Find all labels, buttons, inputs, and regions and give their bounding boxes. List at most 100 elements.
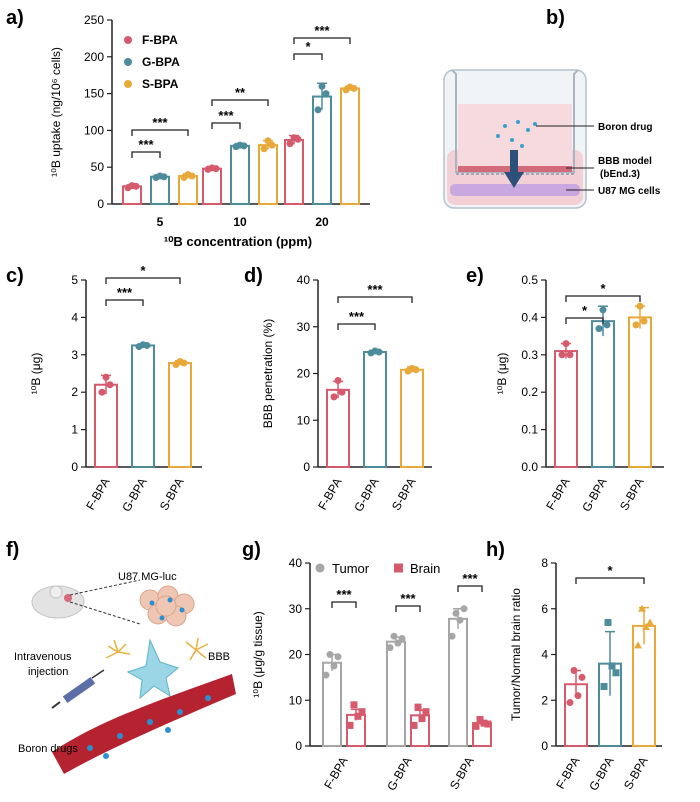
x-tick-label-d-2: S-BPA [389, 476, 419, 513]
x-tick-label-a-2: 20 [315, 215, 329, 229]
bar-e-S-BPA [628, 316, 652, 468]
sig-a-5-label: *** [314, 23, 330, 38]
sig-a-2-label: *** [218, 108, 234, 123]
pt-h-S-BPA-0 [634, 641, 642, 649]
legend-label-a-1: G-BPA [142, 55, 180, 69]
pt-e-S-BPA-0 [632, 321, 640, 329]
panel-label-f: f) [6, 539, 19, 561]
bar-a-F-BPA-10 [202, 167, 222, 205]
pt-h-F-BPA-0 [566, 699, 574, 707]
pt-a-F-BPA-20-2 [294, 135, 302, 143]
sig-a-0 [131, 151, 161, 158]
y-tick-label-c-3: 3 [71, 348, 78, 362]
y-tick-label-c-1: 1 [71, 423, 78, 437]
legend-marker-a-2 [124, 80, 132, 88]
sig-a-5 [293, 37, 351, 44]
bar-g-Tumor-G-BPA [386, 640, 406, 747]
sig-a-4 [293, 53, 323, 60]
pt-h-S-BPA-3 [646, 618, 654, 626]
blood-vessel [52, 674, 236, 774]
pt-d-F-BPA-1 [334, 377, 342, 385]
x-tick-label-c-1: G-BPA [119, 476, 149, 515]
tumor-drug-dots [149, 597, 185, 621]
sig-e-0 [565, 317, 604, 324]
x-tick-label-e-1: G-BPA [579, 476, 609, 515]
mouse-tumor-spot [64, 594, 72, 602]
bar-c-S-BPA [168, 362, 192, 469]
pt-g-Brain-G-BPA-2 [418, 715, 426, 723]
y-tick-label-c-2: 2 [71, 385, 78, 399]
vessel-drug-dots [87, 695, 211, 759]
pt-e-F-BPA-1 [562, 340, 570, 348]
pt-g-Brain-S-BPA-3 [484, 720, 492, 728]
pt-e-G-BPA-0 [595, 325, 603, 333]
pt-a-G-BPA-20-1 [318, 82, 326, 90]
sig-g-2 [457, 585, 483, 592]
sig-a-0-label: *** [138, 137, 154, 152]
y-tick-label-e-5: 0.5 [521, 273, 538, 287]
x-tick-label-h-1: G-BPA [586, 755, 616, 794]
pt-c-S-BPA-2 [180, 359, 188, 367]
bar-d-G-BPA [363, 350, 387, 468]
bar-d-S-BPA [400, 368, 424, 469]
x-tick-label-c-0: F-BPA [83, 476, 112, 513]
y-tick-label-g-4: 40 [289, 556, 303, 570]
sig-a-1-label: *** [152, 115, 168, 130]
x-tick-label-e-2: S-BPA [617, 476, 647, 513]
zoom-line-1 [69, 579, 141, 596]
pt-g-Brain-G-BPA-1 [414, 703, 422, 711]
pt-g-Brain-F-BPA-2 [354, 712, 362, 720]
legend-marker-a-0 [124, 36, 132, 44]
pt-c-F-BPA-0 [98, 388, 106, 396]
y-tick-label-c-5: 5 [71, 273, 78, 287]
panel-label-a: a) [6, 7, 24, 29]
y-tick-label-g-0: 0 [295, 739, 302, 753]
legend-label-a-2: S-BPA [142, 77, 179, 91]
y-tick-label-d-4: 40 [297, 273, 311, 287]
pt-g-Tumor-S-BPA-3 [460, 605, 468, 613]
pt-g-Tumor-G-BPA-1 [390, 632, 398, 640]
bar-c-F-BPA [94, 383, 118, 468]
pt-d-F-BPA-2 [338, 388, 346, 396]
pt-h-F-BPA-3 [578, 673, 586, 681]
pt-h-G-BPA-3 [612, 669, 620, 677]
y-tick-label-d-0: 0 [303, 460, 310, 474]
sig-c-1 [105, 277, 181, 284]
pt-h-G-BPA-0 [600, 683, 608, 691]
bar-a-G-BPA-5 [150, 175, 170, 206]
pt-a-G-BPA-20-2 [322, 90, 330, 98]
y-tick-label-d-3: 30 [297, 320, 311, 334]
in-vivo-schematic: U87 MG-luc BBB Intravenous injection Bor… [14, 571, 236, 774]
legend-label-a-0: F-BPA [142, 33, 178, 47]
bar-e-F-BPA [554, 350, 578, 468]
y-tick-label-e-4: 0.4 [521, 310, 538, 324]
pt-e-G-BPA-2 [603, 321, 611, 329]
sig-e-1-label: * [600, 281, 606, 296]
label-u87-cells: U87 MG cells [598, 186, 661, 197]
syringe-icon [51, 669, 105, 709]
panel-label-g: g) [242, 539, 261, 561]
sig-d-1-label: *** [367, 282, 383, 297]
pt-d-F-BPA-0 [330, 393, 338, 401]
neuron [126, 638, 180, 700]
sig-h-0-label: * [607, 563, 613, 578]
legend-marker-g-0 [315, 563, 325, 573]
bar-a-G-BPA-10 [230, 144, 250, 206]
y-axis-label-g: ¹⁰B (μg/g tissue) [251, 611, 265, 697]
pt-g-Tumor-S-BPA-1 [452, 609, 460, 617]
pt-g-Brain-G-BPA-3 [422, 708, 430, 716]
panel-label-c: c) [6, 265, 24, 287]
pt-g-Brain-F-BPA-3 [358, 708, 366, 716]
sig-a-3-label: ** [235, 85, 246, 100]
x-tick-label-g-2: S-BPA [447, 755, 477, 792]
x-tick-label-d-1: G-BPA [351, 476, 381, 515]
pt-c-F-BPA-1 [102, 373, 110, 381]
legend-label-g-0: Tumor [332, 561, 370, 576]
pt-a-F-BPA-5-2 [132, 182, 140, 190]
label-intravenous: Intravenous [14, 651, 72, 663]
pt-a-S-BPA-10-0 [260, 145, 268, 153]
astrocytes [105, 637, 209, 661]
bar-a-S-BPA-5 [178, 175, 198, 205]
pt-g-Tumor-F-BPA-3 [334, 653, 342, 661]
y-tick-label-g-1: 10 [289, 693, 303, 707]
